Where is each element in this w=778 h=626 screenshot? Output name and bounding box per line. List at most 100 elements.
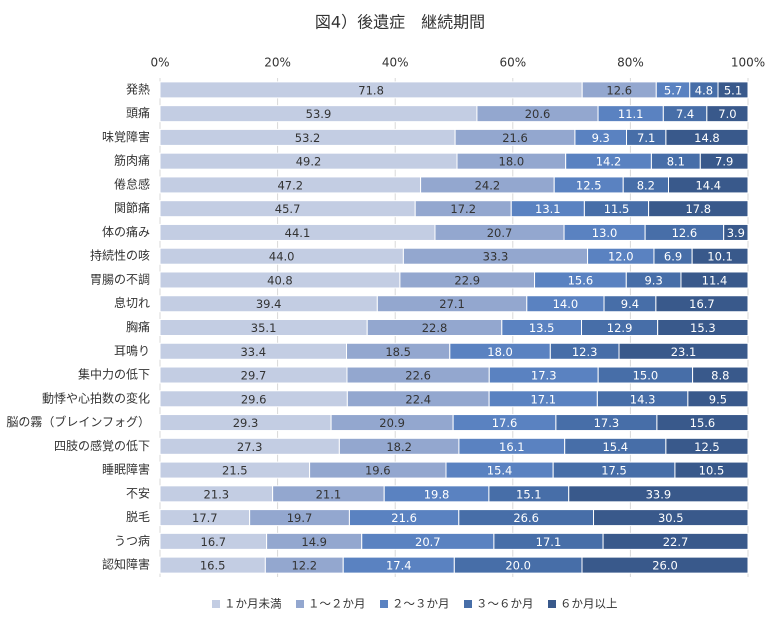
data-label: 11.5 xyxy=(604,202,630,216)
data-label: 53.2 xyxy=(295,131,321,145)
data-label: 19.8 xyxy=(424,487,450,501)
data-label: 4.8 xyxy=(695,83,713,97)
data-label: 13.5 xyxy=(529,321,555,335)
bar-segment xyxy=(667,176,749,194)
data-label: 8.1 xyxy=(667,155,685,169)
bar-segment xyxy=(665,128,749,146)
data-label: 10.1 xyxy=(707,250,733,264)
bar-segment xyxy=(593,509,749,527)
data-label: 49.2 xyxy=(296,155,322,169)
data-label: 12.6 xyxy=(606,83,632,97)
data-label: 29.3 xyxy=(233,416,259,430)
data-label: 20.0 xyxy=(505,559,531,573)
data-label: 45.7 xyxy=(275,202,301,216)
y-tick-label: 倦怠感 xyxy=(114,176,150,191)
legend-swatch xyxy=(296,600,304,608)
data-label: 29.7 xyxy=(241,369,267,383)
bar-segment xyxy=(602,532,749,550)
data-label: 17.7 xyxy=(192,511,218,525)
legend-label: ２～３か月 xyxy=(392,597,450,611)
data-label: 33.9 xyxy=(646,487,672,501)
y-tick-label: 不安 xyxy=(126,485,150,500)
data-label: 17.3 xyxy=(594,416,620,430)
bar-segment xyxy=(691,247,749,265)
legend-label: １～２か月 xyxy=(308,597,366,611)
bar-segment xyxy=(581,556,749,574)
x-tick-label: 100% xyxy=(731,56,765,70)
data-label: 15.6 xyxy=(690,416,716,430)
data-label: 21.6 xyxy=(391,511,417,525)
y-tick-label: 動悸や心拍数の変化 xyxy=(42,390,150,405)
data-label: 15.4 xyxy=(487,464,513,478)
data-label: 20.7 xyxy=(415,535,441,549)
data-label: 14.2 xyxy=(596,155,622,169)
data-label: 3.9 xyxy=(727,226,745,240)
data-label: 24.2 xyxy=(475,178,501,192)
y-tick-label: 胃腸の不調 xyxy=(90,272,150,286)
x-tick-label: 80% xyxy=(617,56,644,70)
data-label: 12.9 xyxy=(607,321,633,335)
data-label: 30.5 xyxy=(658,511,684,525)
y-tick-label: 持続性の咳 xyxy=(90,248,150,263)
x-tick-label: 40% xyxy=(382,56,409,70)
x-tick-label: 20% xyxy=(264,56,291,70)
data-label: 22.4 xyxy=(405,392,431,406)
bar-segment xyxy=(687,390,749,408)
data-label: 9.4 xyxy=(621,297,639,311)
bar-segment xyxy=(680,271,749,289)
bar-segment xyxy=(655,295,749,313)
y-tick-label: うつ病 xyxy=(114,533,150,548)
data-label: 19.7 xyxy=(287,511,313,525)
y-tick-label: 四肢の感覚の低下 xyxy=(54,438,150,453)
data-label: 17.1 xyxy=(536,535,562,549)
data-label: 22.6 xyxy=(405,369,431,383)
data-label: 18.0 xyxy=(499,155,525,169)
y-tick-label: 頭痛 xyxy=(126,105,150,120)
data-label: 14.3 xyxy=(630,392,656,406)
data-label: 27.3 xyxy=(237,440,263,454)
data-label: 12.0 xyxy=(608,250,634,264)
x-tick-label: 0% xyxy=(150,56,169,70)
data-label: 20.7 xyxy=(487,226,513,240)
data-label: 35.1 xyxy=(251,321,277,335)
data-label: 12.5 xyxy=(694,440,720,454)
data-label: 26.6 xyxy=(513,511,539,525)
bar-segment xyxy=(723,223,749,241)
data-label: 5.7 xyxy=(664,83,682,97)
y-tick-label: 胸痛 xyxy=(126,319,150,334)
data-label: 9.5 xyxy=(709,392,727,406)
data-label: 15.6 xyxy=(568,273,594,287)
data-label: 22.9 xyxy=(454,273,480,287)
data-label: 15.0 xyxy=(633,369,659,383)
data-label: 17.4 xyxy=(386,559,412,573)
data-label: 20.6 xyxy=(525,107,551,121)
data-label: 10.5 xyxy=(699,464,725,478)
data-label: 33.4 xyxy=(240,345,266,359)
data-label: 14.0 xyxy=(553,297,579,311)
legend-swatch xyxy=(380,600,388,608)
data-label: 44.0 xyxy=(269,250,295,264)
bar-segment xyxy=(706,105,749,123)
data-label: 18.2 xyxy=(386,440,412,454)
data-label: 16.1 xyxy=(499,440,525,454)
bar-segment xyxy=(657,319,749,336)
y-tick-label: 集中力の低下 xyxy=(78,367,150,382)
data-label: 19.6 xyxy=(365,464,391,478)
y-tick-label: 認知障害 xyxy=(102,557,150,572)
x-tick-label: 60% xyxy=(499,56,526,70)
data-label: 18.5 xyxy=(385,345,411,359)
data-label: 16.7 xyxy=(689,297,715,311)
legend-swatch xyxy=(212,600,220,608)
data-label: 12.5 xyxy=(576,178,602,192)
data-label: 22.8 xyxy=(422,321,448,335)
data-label: 5.1 xyxy=(724,83,742,97)
data-label: 16.5 xyxy=(200,559,226,573)
data-label: 8.8 xyxy=(711,369,729,383)
data-label: 11.4 xyxy=(702,273,728,287)
data-label: 44.1 xyxy=(285,226,311,240)
legend-label: １か月未満 xyxy=(224,597,282,611)
data-label: 9.3 xyxy=(644,273,662,287)
data-label: 8.2 xyxy=(637,178,655,192)
y-tick-label: 脱毛 xyxy=(126,509,150,524)
data-label: 9.3 xyxy=(592,131,610,145)
